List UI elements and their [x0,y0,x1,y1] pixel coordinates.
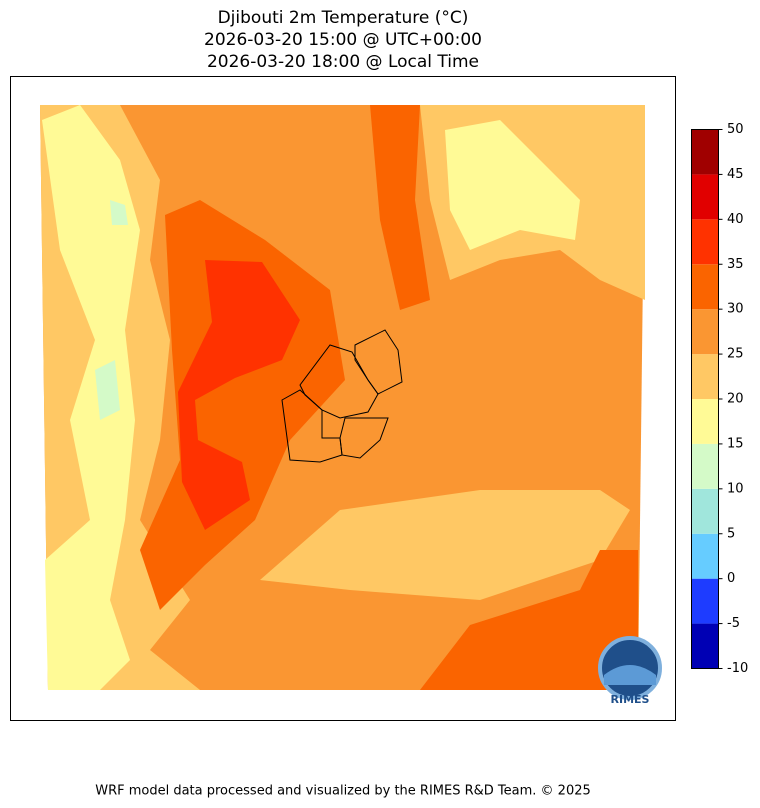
colorbar-bin [691,578,719,624]
field-region [445,120,580,250]
colorbar-bin [691,399,719,444]
colorbar-bin [691,623,719,669]
field-region [140,200,345,610]
colorbar-bin [691,264,719,310]
colorbar-tick-label: 25 [727,347,744,362]
colorbar-tick-label: 15 [727,436,744,451]
logo: RIMES [598,636,662,706]
colorbar-bin [691,488,719,534]
field-region [42,105,140,690]
colorbar-tick-label: 50 [727,122,744,137]
logo-text: RIMES [611,693,650,706]
colorbar-tick-label: 0 [727,571,735,586]
title-line: Djibouti 2m Temperature (°C) [218,8,469,28]
title-line: 2026-03-20 15:00 @ UTC+00:00 [204,30,482,50]
field-region [110,200,128,225]
colorbar-tick-label: 35 [727,257,744,272]
colorbar-frame [691,129,719,669]
country-border [281,329,403,463]
colorbar-tick-label: 45 [727,167,744,182]
title-line: 2026-03-20 18:00 @ Local Time [207,52,479,72]
colorbar-tick-label: 40 [727,212,744,227]
footer: WRF model data processed and visualized … [95,784,591,799]
colorbar-tick-label: 5 [727,526,735,541]
colorbar-tick-label: 30 [727,302,744,317]
colorbar-tick-label: 20 [727,392,744,407]
colorbar-bin [691,309,719,355]
field-region [260,490,630,600]
colorbar-bin [691,443,719,489]
colorbar-tick-label: -10 [727,661,748,676]
logo-wave [604,665,656,685]
colorbar-tick-label: 10 [727,481,744,496]
colorbar: -10 -5 0 5 10 15 20 25 30 35 40 45 50 [691,122,748,676]
map-frame [10,76,676,721]
colorbar-bin [691,219,719,265]
colorbar-bin [691,354,719,399]
colorbar-bin [691,129,719,175]
temperature-field [40,105,645,690]
field-region [178,260,300,530]
field-region [420,550,638,690]
colorbar-bin [691,533,719,579]
colorbar-bin [691,174,719,220]
field-region [95,360,120,420]
field-region [370,105,430,310]
colorbar-tick-label: -5 [727,616,740,631]
